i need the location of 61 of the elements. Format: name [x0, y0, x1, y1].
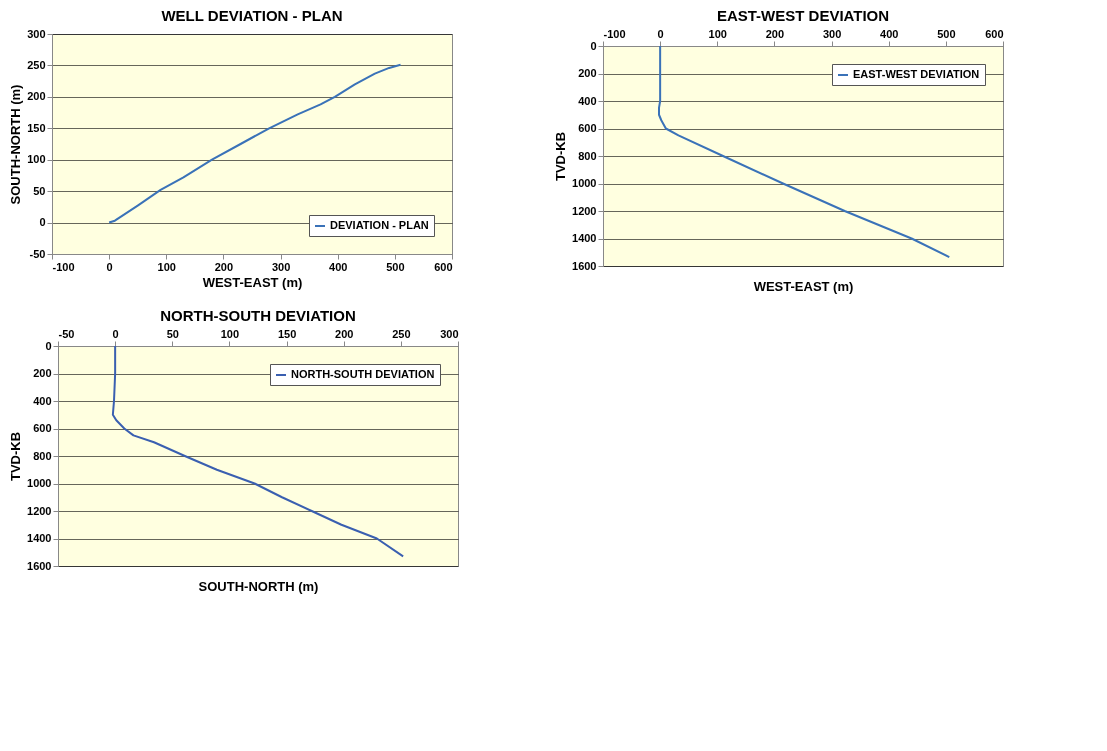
- y-tick-label: -50: [29, 247, 46, 260]
- y-tick-label: 600: [578, 122, 597, 134]
- y-tick-label: 1200: [27, 504, 52, 517]
- y-tick-label: 0: [45, 339, 52, 352]
- x-tick-label: 300: [271, 260, 291, 273]
- x-tick-label: 150: [277, 327, 297, 340]
- x-tick-label: 200: [335, 327, 354, 340]
- y-tick-label: 1000: [572, 177, 597, 189]
- x-tick-label: 250: [392, 327, 411, 340]
- x-tick-label: 0: [106, 260, 113, 273]
- y-tick-label: 1600: [27, 559, 52, 572]
- y-tick-label: 800: [578, 149, 597, 162]
- x-tick-label: 100: [220, 327, 240, 340]
- legend-label: DEVIATION - PLAN: [330, 219, 429, 231]
- chart-title: WELL DEVIATION - PLAN: [161, 7, 343, 24]
- x-tick-label: -100: [52, 260, 75, 273]
- y-tick-label: 400: [33, 394, 52, 407]
- x-tick-label: 50: [166, 327, 179, 340]
- x-tick-label: 200: [765, 27, 785, 40]
- y-axis-title: SOUTH-NORTH (m): [8, 84, 24, 205]
- x-axis-title: WEST-EAST (m): [753, 278, 854, 294]
- x-axis-title: WEST-EAST (m): [202, 274, 303, 290]
- y-tick-label: 600: [33, 422, 52, 434]
- x-tick-label: 600: [434, 260, 453, 273]
- x-tick-label: 500: [386, 260, 405, 273]
- y-tick-label: 1600: [572, 259, 597, 272]
- y-tick-label: 200: [27, 90, 46, 103]
- x-tick-label: -100: [603, 27, 626, 40]
- x-tick-label: 500: [937, 27, 956, 40]
- y-axis-title: TVD-KB: [8, 431, 24, 482]
- x-axis-title: SOUTH-NORTH (m): [198, 578, 319, 594]
- x-tick-label: 400: [880, 27, 899, 40]
- x-tick-label: 300: [822, 27, 842, 40]
- x-tick-label: 0: [657, 27, 664, 40]
- x-tick-label: 300: [440, 327, 459, 340]
- x-tick-label: 100: [708, 27, 727, 40]
- x-tick-label: 100: [157, 260, 176, 273]
- y-tick-label: 0: [590, 39, 597, 52]
- y-tick-label: 1400: [572, 232, 597, 244]
- y-tick-label: 100: [27, 153, 46, 166]
- legend-label: NORTH-SOUTH DEVIATION: [291, 368, 435, 380]
- y-tick-label: 800: [33, 449, 52, 462]
- legend-label: EAST-WEST DEVIATION: [853, 68, 980, 80]
- x-tick-label: -50: [58, 327, 75, 340]
- y-tick-label: 0: [39, 216, 46, 229]
- y-tick-label: 200: [33, 367, 52, 379]
- x-tick-label: 200: [214, 260, 234, 273]
- chart-title: EAST-WEST DEVIATION: [716, 7, 890, 24]
- x-tick-label: 0: [112, 327, 119, 340]
- y-tick-label: 250: [27, 58, 46, 71]
- y-tick-label: 400: [578, 94, 597, 107]
- y-tick-label: 1000: [27, 477, 52, 489]
- y-tick-label: 150: [27, 121, 46, 134]
- y-tick-label: 1400: [27, 532, 52, 544]
- x-tick-label: 400: [329, 260, 348, 273]
- y-axis-title: TVD-KB: [553, 131, 569, 182]
- y-tick-label: 1200: [572, 204, 597, 217]
- x-tick-label: 600: [985, 27, 1004, 40]
- y-tick-label: 200: [578, 67, 597, 79]
- chart-title: NORTH-SOUTH DEVIATION: [160, 307, 356, 324]
- y-tick-label: 50: [33, 184, 46, 197]
